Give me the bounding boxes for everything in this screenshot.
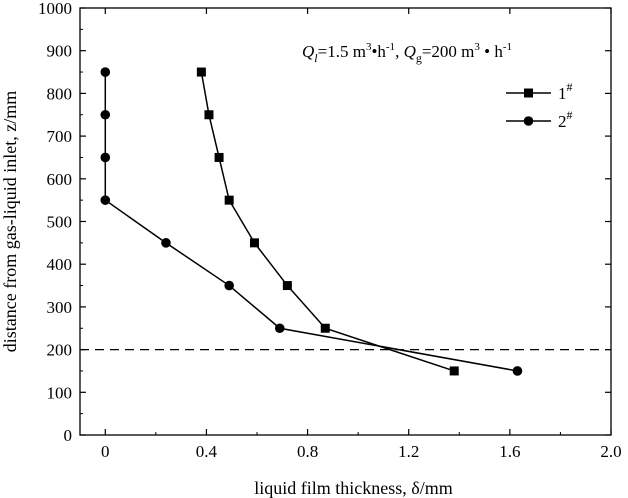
y-tick-label: 600	[47, 170, 73, 189]
data-point-square	[524, 88, 533, 98]
legend-label-1: 1#	[558, 80, 573, 103]
y-tick-label: 800	[47, 84, 73, 103]
legend: 1#2#	[506, 80, 573, 131]
x-tick-label: 2.0	[600, 442, 621, 461]
x-tick-label: 1.2	[398, 442, 419, 461]
y-tick-label: 300	[47, 298, 73, 317]
data-point-circle	[100, 152, 111, 163]
series-line-1	[200, 71, 455, 372]
y-axis-label: distance from gas-liquid inlet, z/mm	[0, 91, 20, 352]
plot-frame	[79, 7, 612, 436]
data-point-square	[214, 152, 224, 162]
data-point-circle	[224, 280, 234, 291]
data-point-square	[224, 195, 234, 205]
data-point-circle	[100, 195, 111, 205]
data-point-square	[249, 238, 259, 248]
data-point-circle	[100, 109, 111, 120]
data-point-circle	[161, 238, 171, 248]
data-point-circle	[100, 67, 111, 77]
x-tick-label: 0	[101, 442, 110, 461]
data-point-square	[196, 67, 206, 77]
axes	[79, 7, 612, 436]
y-tick-label: 1000	[38, 0, 72, 18]
data-point-circle	[523, 116, 534, 126]
x-tick-label: 0.4	[196, 442, 218, 461]
x-tick-label: 0.8	[297, 442, 318, 461]
data-point-square	[204, 110, 214, 120]
legend-label-2: 2#	[558, 108, 573, 131]
y-tick-label: 100	[47, 383, 73, 402]
y-tick-label: 400	[47, 255, 73, 274]
series-line-2	[104, 72, 518, 372]
series-group	[100, 67, 523, 376]
x-axis-label: liquid film thickness, δ/mm	[254, 478, 452, 498]
y-tick-label: 0	[64, 426, 73, 445]
y-tick-label: 700	[47, 127, 73, 146]
data-point-square	[282, 281, 292, 291]
data-point-circle	[274, 323, 285, 334]
data-point-square	[449, 366, 459, 376]
x-tick-label: 1.6	[499, 442, 520, 461]
condition-annotation: Ql=1.5 m3•h-1, Qg=200 m3 • h-1	[302, 41, 512, 65]
data-point-circle	[512, 366, 523, 376]
y-tick-label: 500	[47, 213, 73, 232]
y-tick-label: 900	[47, 42, 73, 61]
y-tick-label: 200	[47, 341, 73, 360]
data-point-square	[320, 323, 330, 333]
